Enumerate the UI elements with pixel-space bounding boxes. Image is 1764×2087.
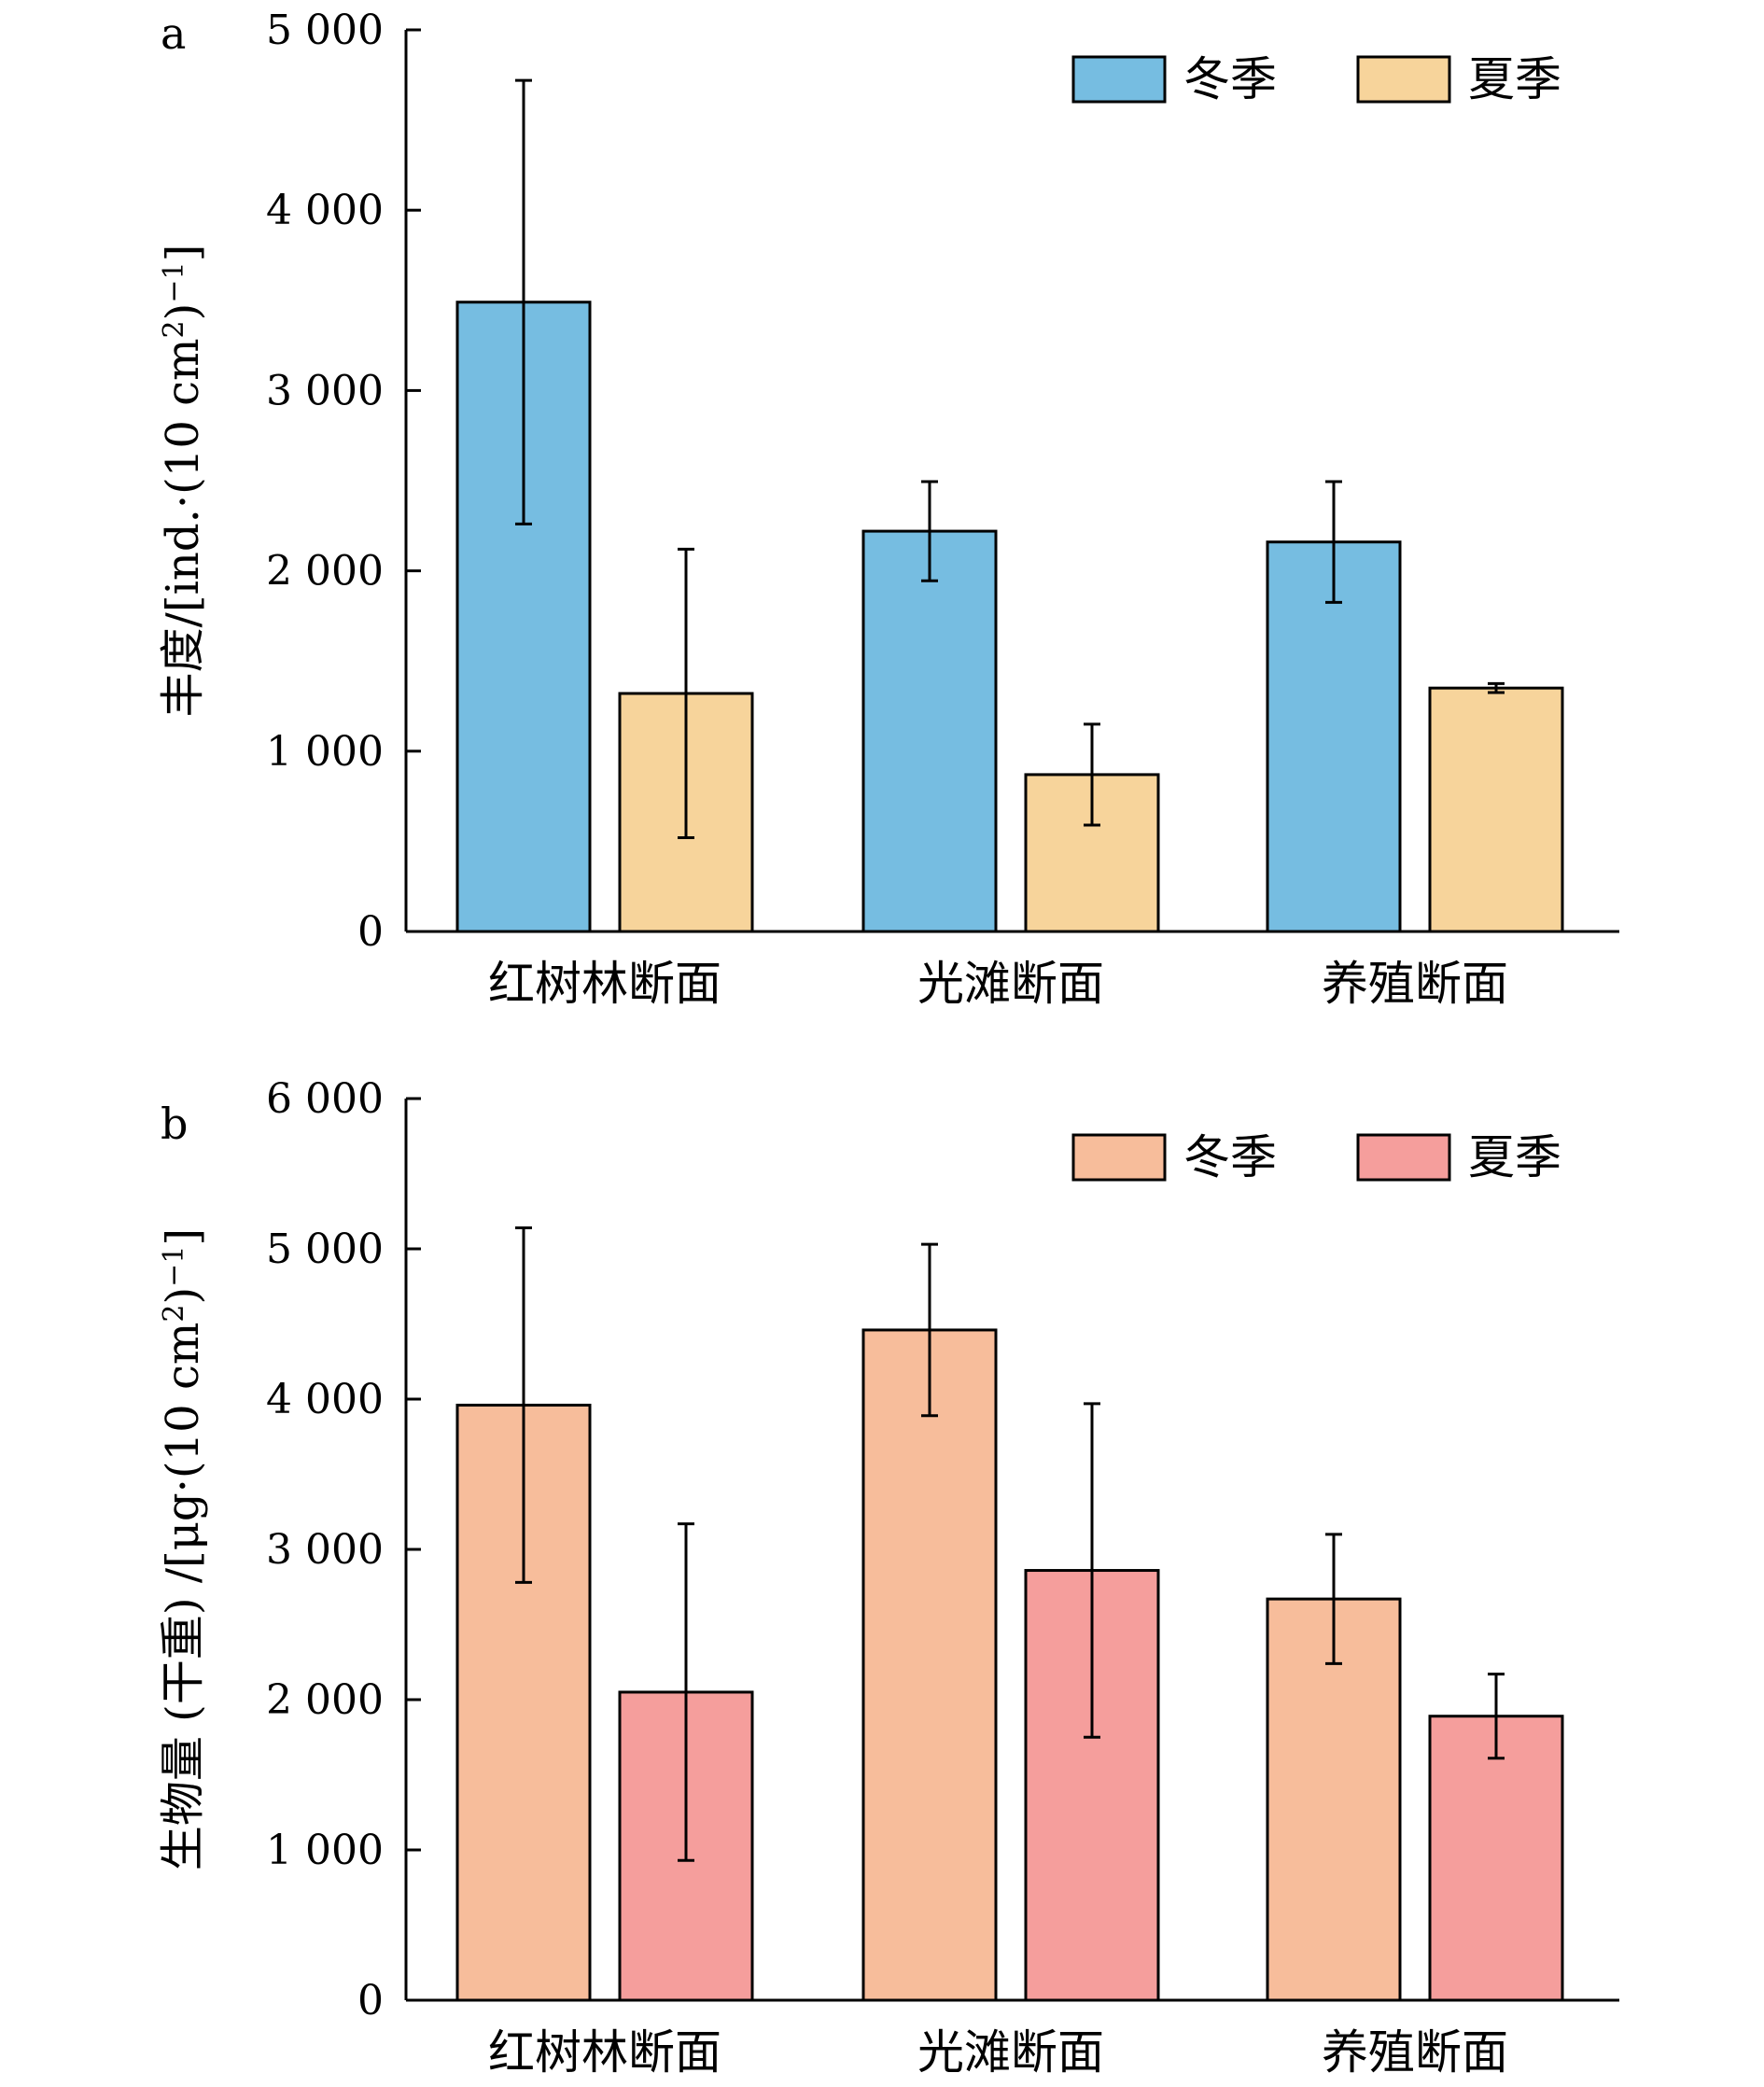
bar-summer-3 — [1428, 686, 1564, 933]
bar-winter-3 — [1266, 1597, 1402, 2002]
y-tick-label: 0 — [357, 908, 384, 956]
x-category-label: 养殖断面 — [1322, 2025, 1508, 2080]
legend-swatch — [1356, 1133, 1451, 1182]
y-tick-label: 4 000 — [266, 187, 384, 234]
x-category-label: 光滩断面 — [917, 2025, 1104, 2080]
y-tick-label: 3 000 — [266, 367, 384, 414]
panel-label: b — [161, 1099, 188, 1149]
x-category-label: 光滩断面 — [917, 957, 1104, 1011]
y-tick-label: 6 000 — [266, 1075, 384, 1123]
y-tick-label: 1 000 — [266, 1827, 384, 1874]
y-tick-label: 5 000 — [266, 7, 384, 54]
bar-winter-2 — [861, 529, 998, 933]
legend: 冬季 夏季 — [1071, 1130, 1561, 1184]
panel-label: a — [161, 8, 186, 59]
legend-label: 冬季 — [1183, 1130, 1277, 1184]
bar-winter-3 — [1266, 540, 1402, 933]
legend-label: 夏季 — [1468, 52, 1561, 106]
bar-winter-2 — [861, 1328, 998, 2002]
legend-swatch — [1071, 55, 1167, 104]
y-tick-label: 2 000 — [266, 1676, 384, 1724]
chart-panel-b: b 0 1 000 2 000 3 000 4 000 5 000 6 000 生物量 (干重)… — [157, 1075, 1619, 2080]
legend-label: 冬季 — [1183, 52, 1277, 106]
chart-panel-a: a 0 1 000 2 000 3 000 4 000 5 000 丰度/[ind.·(10 … — [157, 7, 1619, 1011]
y-tick-label: 5 000 — [266, 1226, 384, 1273]
x-category-label: 红树林断面 — [488, 957, 721, 1011]
y-axis-title: 丰度/[ind.·(10 cm2)−1] — [157, 245, 209, 718]
x-category-label: 养殖断面 — [1322, 957, 1508, 1011]
y-tick-label: 1 000 — [266, 728, 384, 776]
x-category-label: 红树林断面 — [488, 2025, 721, 2080]
y-tick-label: 4 000 — [266, 1376, 384, 1423]
legend-swatch — [1071, 1133, 1167, 1182]
y-axis-title: 生物量 (干重) /[μg·(10 cm2)−1] — [157, 1228, 209, 1870]
bar-summer-3 — [1428, 1715, 1564, 2002]
y-tick-label: 3 000 — [266, 1526, 384, 1574]
y-tick-label: 0 — [357, 1977, 384, 2024]
legend-swatch — [1356, 55, 1451, 104]
legend-label: 夏季 — [1468, 1130, 1561, 1184]
y-tick-label: 2 000 — [266, 548, 384, 595]
legend: 冬季 夏季 — [1071, 52, 1561, 106]
